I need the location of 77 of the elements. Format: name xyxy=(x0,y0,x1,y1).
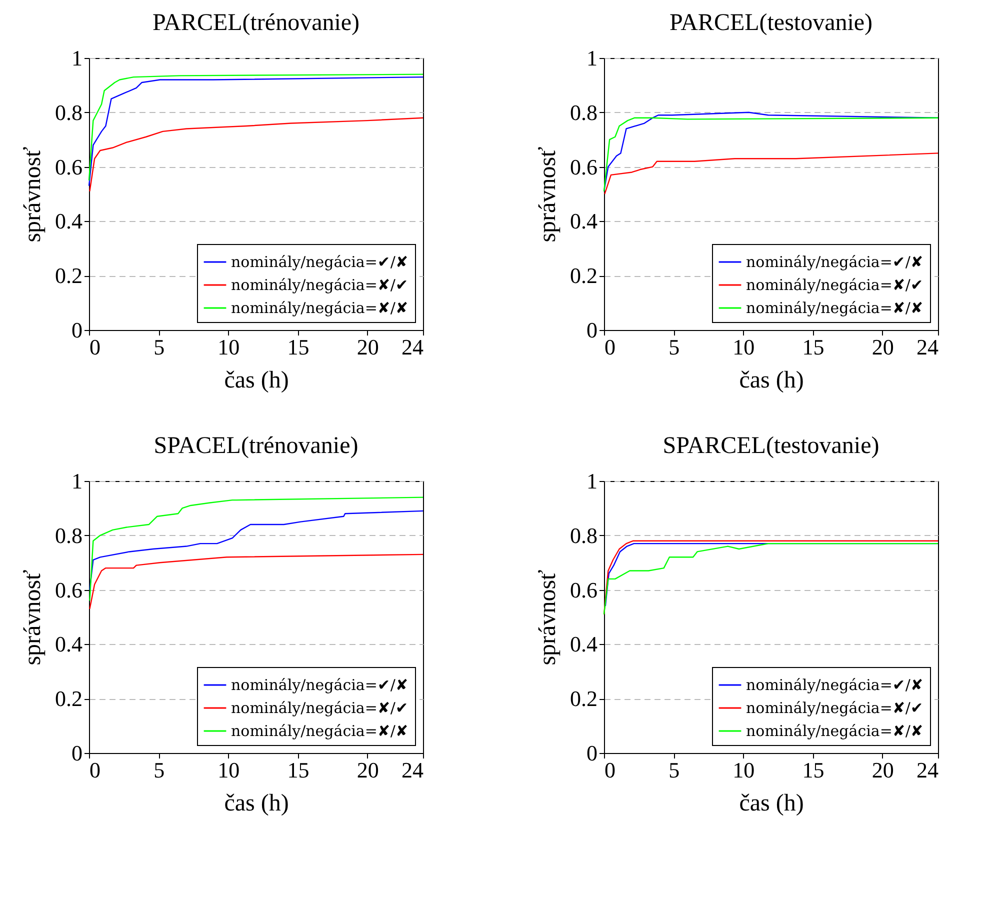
legend-label: nominály/negácia=✘/✔ xyxy=(231,276,408,294)
y-axis-title: správnosť xyxy=(20,146,46,242)
legend-label: nominály/negácia=✔/✘ xyxy=(231,253,408,271)
y-tick-label: 0.8 xyxy=(55,522,82,548)
y-tick-label: 0 xyxy=(586,318,598,342)
y-tick-label: 0.2 xyxy=(55,686,82,712)
x-tick-label: 10 xyxy=(218,758,240,782)
y-tick-label: 0.4 xyxy=(570,208,598,234)
y-tick-label: 0 xyxy=(72,318,82,342)
x-axis-title: čas (h) xyxy=(739,368,804,394)
x-axis-title: čas (h) xyxy=(224,790,289,816)
x-tick-label: 24 xyxy=(916,758,938,782)
x-tick-label: 24 xyxy=(402,334,424,360)
y-axis-title: správnosť xyxy=(20,570,46,666)
x-tick-label: 24 xyxy=(402,758,424,782)
x-axis-title: čas (h) xyxy=(224,368,289,394)
x-tick-label: 10 xyxy=(218,334,240,360)
y-tick-label: 0.6 xyxy=(570,154,598,180)
legend-label: nominály/negácia=✔/✘ xyxy=(746,676,924,694)
y-axis-title: správnosť xyxy=(535,570,561,666)
y-tick-label: 1 xyxy=(72,468,82,494)
y-axis-title: správnosť xyxy=(535,146,561,242)
legend-label: nominály/negácia=✘/✔ xyxy=(746,699,924,717)
y-tick-label: 0.8 xyxy=(570,522,598,548)
line-series xyxy=(89,510,424,590)
y-tick-label: 0.8 xyxy=(570,100,598,125)
y-tick-label: 0.4 xyxy=(570,632,598,657)
line-series xyxy=(89,117,424,192)
x-tick-label: 0 xyxy=(90,758,100,782)
legend-label: nominály/negácia=✘/✘ xyxy=(746,722,924,740)
line-series xyxy=(604,152,939,195)
y-tick-label: 0 xyxy=(586,740,598,766)
legend-label: nominály/negácia=✘/✘ xyxy=(231,722,408,740)
legend-label: nominály/negácia=✘/✔ xyxy=(231,699,408,717)
chart-title: SPACEL(trénovanie) xyxy=(154,433,358,459)
legend-label: nominály/negácia=✘/✘ xyxy=(746,299,924,317)
legend-label: nominály/negácia=✔/✘ xyxy=(231,676,408,694)
x-tick-label: 24 xyxy=(916,334,938,360)
x-tick-label: 15 xyxy=(802,334,824,360)
chart-title: PARCEL(trénovanie) xyxy=(152,10,360,36)
chart-title: PARCEL(testovanie) xyxy=(669,10,873,36)
x-tick-label: 15 xyxy=(802,758,824,782)
y-tick-label: 0 xyxy=(72,740,82,766)
legend-label: nominály/negácia=✘/✘ xyxy=(231,299,408,317)
x-tick-label: 5 xyxy=(154,334,165,360)
y-tick-label: 0.4 xyxy=(55,208,82,234)
x-tick-label: 0 xyxy=(604,758,616,782)
x-tick-label: 15 xyxy=(287,758,310,782)
y-tick-label: 1 xyxy=(72,46,82,70)
x-tick-label: 15 xyxy=(287,334,310,360)
y-tick-label: 0.6 xyxy=(570,577,598,602)
x-tick-label: 20 xyxy=(872,334,894,360)
y-tick-label: 0.2 xyxy=(570,686,598,712)
x-axis-title: čas (h) xyxy=(739,790,804,816)
x-tick-label: 10 xyxy=(732,334,755,360)
x-tick-label: 10 xyxy=(732,758,755,782)
y-tick-label: 0.4 xyxy=(55,632,82,657)
y-tick-label: 0.2 xyxy=(55,263,82,288)
x-tick-label: 5 xyxy=(154,758,165,782)
x-tick-label: 20 xyxy=(872,758,894,782)
y-tick-label: 0.2 xyxy=(570,263,598,288)
x-tick-label: 0 xyxy=(90,334,100,360)
x-tick-label: 20 xyxy=(356,758,379,782)
legend-label: nominály/negácia=✘/✔ xyxy=(746,276,924,294)
x-tick-label: 5 xyxy=(668,758,680,782)
y-tick-label: 0.6 xyxy=(55,577,82,602)
y-tick-label: 0.8 xyxy=(55,100,82,125)
chart-title: SPARCEL(testovanie) xyxy=(662,433,880,459)
legend-label: nominály/negácia=✔/✘ xyxy=(746,253,924,271)
y-tick-label: 1 xyxy=(586,46,598,70)
x-tick-label: 0 xyxy=(604,334,616,360)
x-tick-label: 20 xyxy=(356,334,379,360)
line-series xyxy=(89,554,424,610)
line-series xyxy=(89,496,424,602)
y-tick-label: 0.6 xyxy=(55,154,82,180)
x-tick-label: 5 xyxy=(668,334,680,360)
y-tick-label: 1 xyxy=(586,468,598,494)
